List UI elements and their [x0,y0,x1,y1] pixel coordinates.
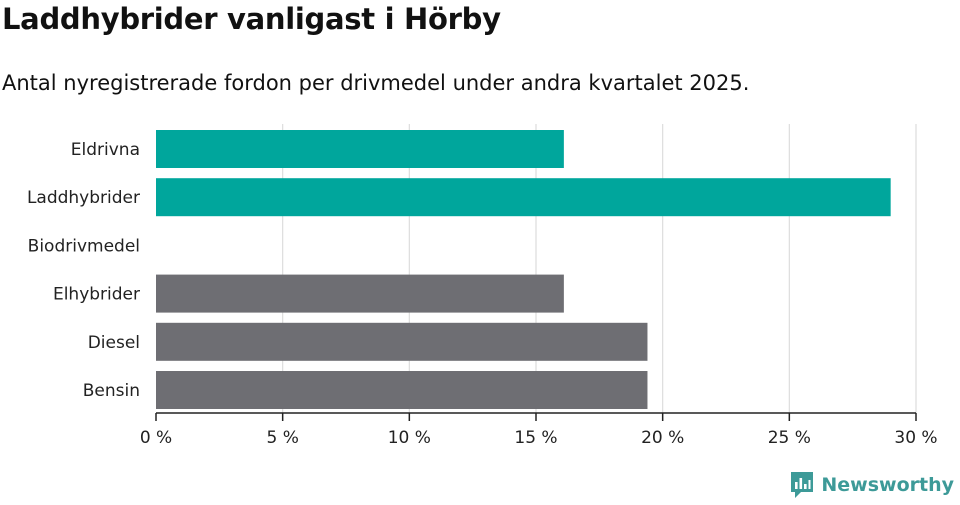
category-label: Eldrivna [71,140,140,160]
bars [156,130,891,409]
chart-title: Laddhybrider vanligast i Hörby [2,2,501,36]
category-label: Laddhybrider [27,188,140,208]
x-tick-label: 25 % [768,428,811,448]
x-tick-label: 20 % [641,428,684,448]
category-label: Bensin [83,381,140,401]
x-tick-label: 15 % [514,428,557,448]
bar-bensin [156,371,648,409]
category-labels: Eldrivna Laddhybrider Biodrivmedel Elhybrid… [27,140,140,401]
newsworthy-brand[interactable]: Newsworthy [789,469,954,501]
x-tick-label: 30 % [894,428,937,448]
category-label: Elhybrider [53,285,140,305]
newsworthy-logo-icon [791,472,814,498]
category-label: Biodrivmedel [28,236,140,256]
brand-name: Newsworthy [821,474,954,496]
x-axis: 0 % 5 % 10 % 15 % 20 % 25 % 30 % [140,412,938,448]
bar-diesel [156,322,648,361]
category-label: Diesel [88,333,140,353]
gridlines [282,124,917,413]
x-tick-label: 0 % [140,428,172,448]
x-tick-label: 5 % [266,428,298,448]
bar-elhybrider [156,274,564,313]
bar-eldrivna [156,130,564,168]
chart-subtitle: Antal nyregistrerade fordon per drivmede… [2,71,750,95]
bar-chart: 0 % 5 % 10 % 15 % 20 % 25 % 30 % Eldrivna Laddh… [27,124,938,448]
x-tick-label: 10 % [388,428,431,448]
bar-laddhybrider [156,178,891,217]
